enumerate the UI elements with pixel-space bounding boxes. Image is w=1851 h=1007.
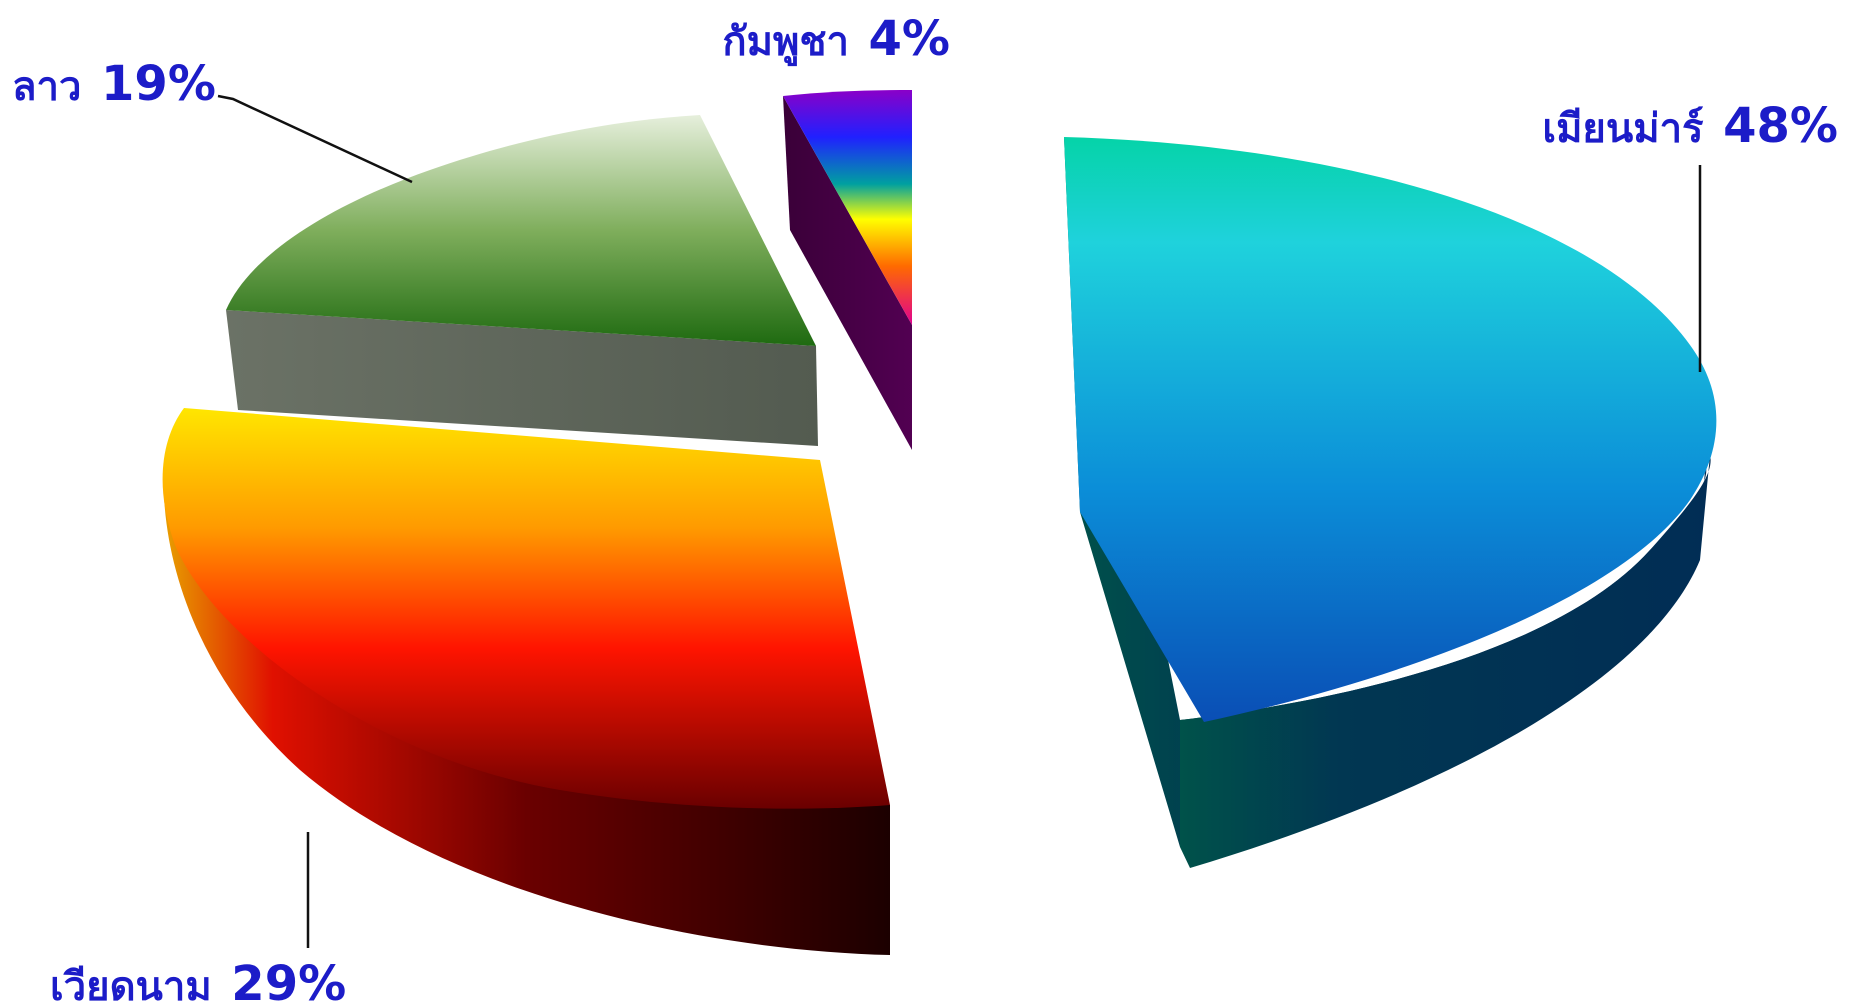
slice-myanmar-top (1064, 137, 1717, 722)
label-myanmar: เมียนม่าร์ 48% (1542, 98, 1838, 154)
label-laos: ลาว 19% (12, 56, 216, 112)
label-myanmar-name: เมียนม่าร์ (1542, 106, 1704, 152)
slice-myanmar-side-front (1180, 455, 1711, 868)
label-vietnam: เวียดนาม 29% (50, 956, 346, 1007)
label-cambodia-value: 4% (869, 11, 951, 67)
slice-cambodia-side (783, 96, 912, 450)
label-cambodia: กัมพูชา 4% (722, 11, 950, 67)
label-laos-value: 19% (101, 56, 216, 112)
slice-laos-side (226, 310, 818, 446)
slice-vietnam-side (163, 470, 890, 955)
slice-laos (226, 115, 818, 446)
slice-myanmar (1064, 137, 1717, 868)
label-vietnam-value: 29% (231, 956, 346, 1007)
slice-vietnam-top (162, 408, 891, 809)
label-vietnam-name: เวียดนาม (50, 964, 212, 1007)
slice-cambodia (783, 90, 912, 450)
label-cambodia-name: กัมพูชา (722, 19, 849, 66)
slice-laos-top (226, 115, 816, 346)
slice-cambodia-top (783, 90, 912, 325)
label-myanmar-value: 48% (1723, 98, 1838, 154)
slice-vietnam (162, 408, 891, 955)
label-laos-name: ลาว (12, 64, 81, 110)
leader-laos (217, 94, 413, 184)
